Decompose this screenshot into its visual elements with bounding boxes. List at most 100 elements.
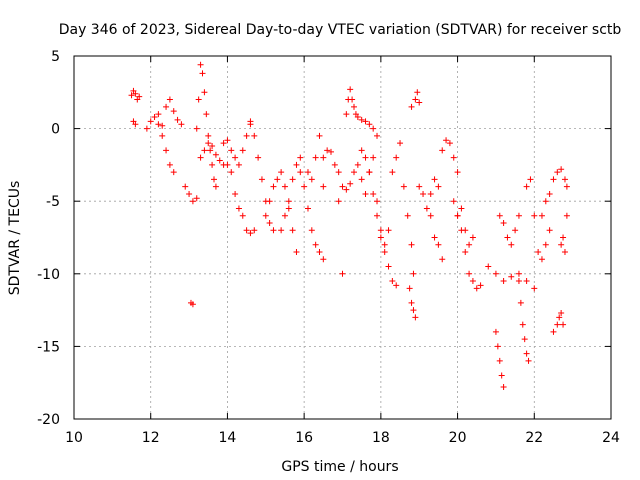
data-point <box>414 89 421 96</box>
data-point <box>410 270 417 277</box>
y-tick-label: -20 <box>37 412 60 428</box>
series-sat-t <box>389 140 417 277</box>
data-point <box>400 183 407 190</box>
data-point <box>186 190 193 197</box>
data-point <box>370 125 377 132</box>
data-point <box>546 190 553 197</box>
data-point <box>523 350 530 357</box>
data-point <box>349 96 356 103</box>
data-point <box>439 147 446 154</box>
data-point <box>496 212 503 219</box>
data-point <box>377 227 384 234</box>
data-point <box>132 90 139 97</box>
data-point <box>523 278 530 285</box>
data-point <box>558 310 565 317</box>
series-sat-ah <box>558 212 570 256</box>
data-point <box>347 86 354 93</box>
data-point <box>235 161 242 168</box>
data-point <box>312 154 319 161</box>
data-point <box>561 249 568 256</box>
x-tick-labels: 10 12 14 16 18 20 22 24 <box>65 430 620 446</box>
data-point <box>370 190 377 197</box>
data-point <box>408 241 415 248</box>
data-point <box>498 372 505 379</box>
data-point <box>446 140 453 147</box>
data-point <box>504 234 511 241</box>
chart-title: Day 346 of 2023, Sidereal Day-to-day VTE… <box>59 22 622 38</box>
series-sat-s <box>374 198 400 289</box>
data-point <box>412 96 419 103</box>
data-point <box>393 282 400 289</box>
data-point <box>427 190 434 197</box>
data-point <box>450 154 457 161</box>
data-point <box>343 186 350 193</box>
data-point <box>374 198 381 205</box>
y-tick-label: -15 <box>37 339 60 355</box>
data-point <box>216 157 223 164</box>
data-point <box>558 241 565 248</box>
data-point <box>500 278 507 285</box>
data-point <box>454 169 461 176</box>
data-point <box>339 183 346 190</box>
data-point <box>212 151 219 158</box>
x-tick-label: 18 <box>372 430 390 446</box>
x-tick-label: 16 <box>295 430 313 446</box>
data-point <box>320 256 327 263</box>
data-point <box>561 176 568 183</box>
data-point <box>304 205 311 212</box>
data-point <box>285 198 292 205</box>
data-point <box>385 227 392 234</box>
data-point <box>454 212 461 219</box>
y-tick-label: -5 <box>46 194 60 210</box>
x-tick-label: 22 <box>525 430 543 446</box>
data-point <box>512 227 519 234</box>
data-point <box>266 198 273 205</box>
data-point <box>270 183 277 190</box>
data-point <box>209 161 216 168</box>
series-sat-f <box>193 61 219 190</box>
data-points <box>128 61 570 391</box>
y-tick-label: 5 <box>51 49 60 65</box>
data-point <box>560 234 567 241</box>
data-point <box>525 357 532 364</box>
data-point <box>492 328 499 335</box>
data-point <box>362 154 369 161</box>
data-point <box>458 205 465 212</box>
data-point <box>339 270 346 277</box>
series-sat-o <box>320 147 346 277</box>
data-point <box>393 154 400 161</box>
data-point <box>385 263 392 270</box>
data-point <box>443 137 450 144</box>
data-point <box>247 230 254 237</box>
data-point <box>542 241 549 248</box>
data-point <box>351 169 358 176</box>
data-point <box>205 132 212 139</box>
data-point <box>193 125 200 132</box>
data-point <box>335 198 342 205</box>
data-point <box>523 183 530 190</box>
series-sat-r <box>358 147 392 248</box>
data-point <box>163 103 170 110</box>
series-sat-b <box>143 96 185 132</box>
series-sat-i <box>224 161 258 237</box>
data-point <box>556 314 563 321</box>
data-point <box>159 132 166 139</box>
data-point <box>450 198 457 205</box>
data-point <box>354 113 361 120</box>
data-point <box>304 169 311 176</box>
data-point <box>312 241 319 248</box>
data-point <box>358 176 365 183</box>
data-point <box>531 212 538 219</box>
data-point <box>517 299 524 306</box>
data-point <box>331 161 338 168</box>
data-point <box>366 121 373 128</box>
data-point <box>235 205 242 212</box>
data-point <box>220 140 227 147</box>
data-point <box>431 234 438 241</box>
data-point <box>228 147 235 154</box>
data-point <box>266 219 273 226</box>
data-point <box>508 241 515 248</box>
data-point <box>239 212 246 219</box>
axis-ticks <box>73 55 612 420</box>
data-point <box>166 96 173 103</box>
